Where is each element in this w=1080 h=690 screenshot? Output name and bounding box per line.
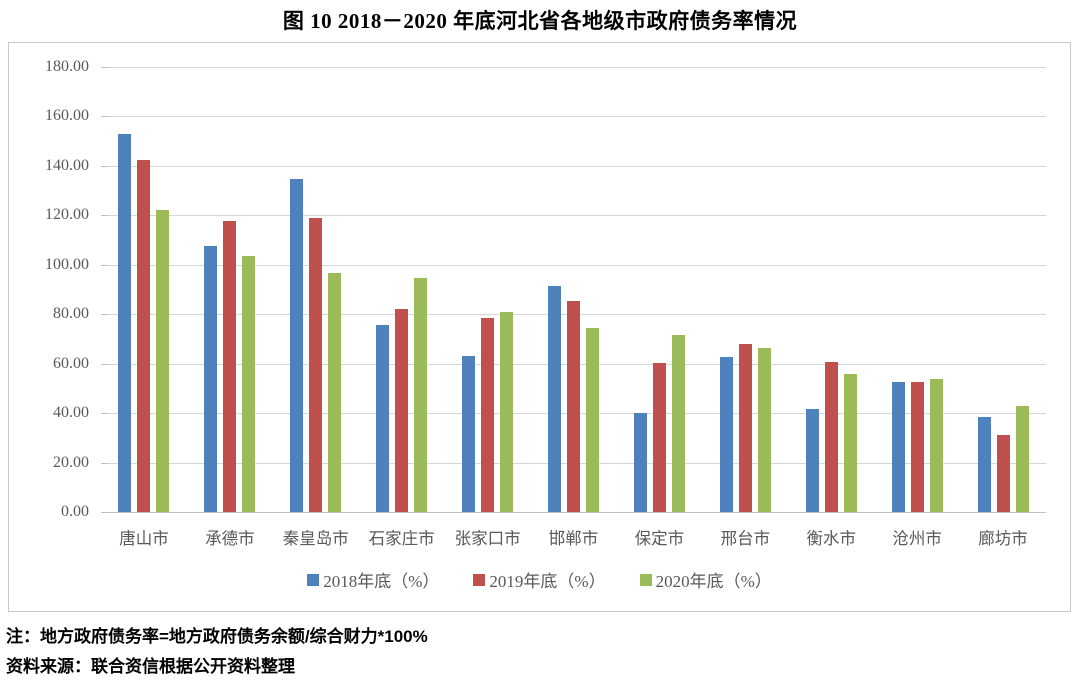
bar (805, 409, 819, 512)
y-axis-label: 0.00 (61, 503, 89, 520)
y-axis-label: 160.00 (45, 107, 89, 125)
gridline (101, 116, 1046, 118)
x-axis-label: 邯郸市 (548, 529, 599, 548)
x-axis-label: 保定市 (634, 529, 685, 548)
chart-note: 注：地方政府债务率=地方政府债务余额/综合财力*100% (6, 627, 428, 646)
y-axis-tick (101, 67, 109, 68)
plot-area: 0.00 20.00 40.00 60.00 80.00 100.00 120.00 140.… (9, 43, 1070, 611)
y-axis-label: 40.00 (53, 404, 89, 422)
chart-area: 0.00 20.00 40.00 60.00 80.00 100.00 120.00 140.… (8, 42, 1071, 612)
bar (891, 381, 905, 512)
legend-label: 2019年底（%） (489, 572, 606, 591)
bar (586, 328, 599, 512)
y-axis-label: 120.00 (45, 206, 89, 224)
bar (223, 220, 237, 512)
gridline (101, 67, 1046, 68)
bar (500, 311, 514, 512)
y-axis-tick (101, 264, 109, 266)
bar (719, 357, 733, 512)
y-axis-label: 80.00 (53, 305, 89, 323)
gridline (101, 215, 1046, 217)
bar (309, 218, 323, 512)
bar (242, 255, 256, 512)
bar (395, 308, 409, 512)
x-axis-label: 沧州市 (892, 529, 942, 548)
bar (414, 278, 428, 512)
y-axis-tick (101, 116, 109, 118)
x-axis-label: 石家庄市 (368, 529, 435, 548)
legend-item: 2018年底（%） (307, 567, 439, 592)
x-axis-label: 廊坊市 (978, 529, 1028, 548)
y-axis-tick (101, 462, 109, 464)
y-axis-tick (101, 512, 109, 513)
bar (843, 373, 857, 512)
bar (137, 160, 151, 512)
bar (548, 286, 561, 512)
legend-item: 2019年底（%） (473, 567, 606, 592)
bar (824, 362, 838, 512)
gridline (101, 165, 1046, 167)
bar (376, 325, 390, 512)
bar (738, 343, 752, 512)
y-axis-label: 140.00 (45, 156, 89, 174)
chart-legend: 2018年底（%） 2019年底（%） 2020年底（%） (9, 567, 1070, 592)
bar (757, 347, 771, 512)
y-axis-label: 20.00 (53, 453, 89, 471)
bar (652, 363, 666, 512)
y-axis-tick (101, 314, 109, 316)
x-axis-label: 唐山市 (119, 529, 169, 548)
y-axis-tick (101, 165, 109, 167)
legend-label: 2018年底（%） (323, 572, 440, 591)
chart-title: 图 10 2018－2020 年底河北省各地级市政府债务率情况 (282, 9, 798, 33)
y-axis-label: 100.00 (45, 255, 89, 273)
x-axis-line (101, 512, 1046, 513)
x-axis-label: 承德市 (205, 529, 255, 548)
bar (671, 334, 685, 512)
bar (290, 179, 304, 512)
legend-swatch-icon (473, 573, 486, 586)
y-axis-tick (101, 215, 109, 217)
bar (462, 356, 476, 512)
gridline (101, 264, 1046, 266)
bar (118, 133, 132, 512)
legend-swatch-icon (639, 573, 652, 586)
y-axis-tick (101, 363, 109, 365)
legend-item: 2020年底（%） (639, 567, 772, 592)
y-axis-label: 180.00 (45, 58, 89, 75)
x-axis-label: 张家口市 (454, 529, 521, 548)
bar (328, 273, 342, 512)
bar (481, 317, 495, 512)
legend-label: 2020年底（%） (655, 572, 772, 591)
bar (156, 209, 170, 512)
bar (204, 245, 218, 512)
bar (996, 434, 1010, 512)
chart-source: 资料来源：联合资信根据公开资料整理 (6, 657, 295, 676)
y-axis-tick (101, 413, 109, 415)
bar (910, 381, 924, 512)
x-axis-label: 衡水市 (806, 529, 856, 548)
bar (977, 417, 991, 512)
x-axis-label: 邢台市 (720, 529, 771, 548)
bar (633, 412, 647, 512)
legend-swatch-icon (307, 573, 320, 586)
y-axis-label: 60.00 (53, 354, 89, 372)
bar (929, 378, 943, 512)
bar (1015, 405, 1029, 512)
x-axis-label: 秦皇岛市 (282, 529, 349, 548)
bar (567, 300, 580, 512)
